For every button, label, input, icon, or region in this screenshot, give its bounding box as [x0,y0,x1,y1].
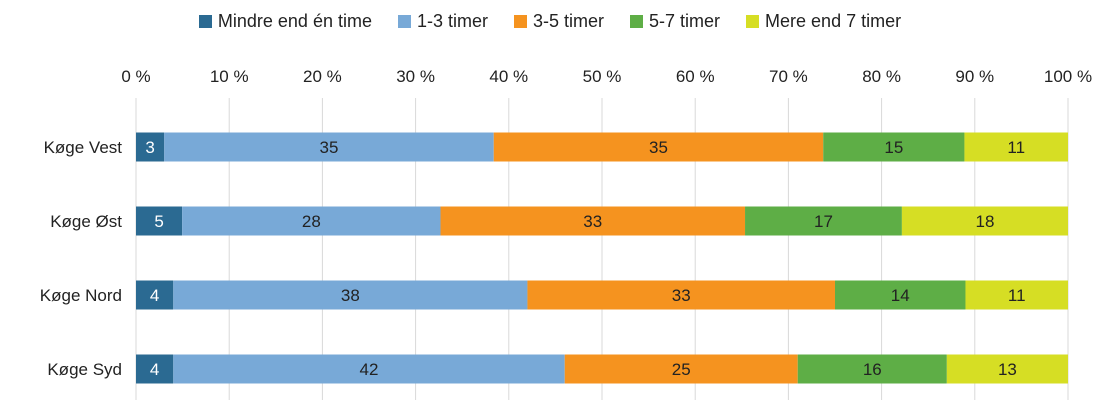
bar-segment [173,280,528,310]
data-label: 33 [672,286,691,305]
bar-segment [136,132,165,162]
legend-label: 3-5 timer [533,11,605,31]
data-label: 35 [649,138,668,157]
bar-segment [564,354,798,384]
chart-legend: Mindre end én time 1-3 timer 3-5 timer 5… [0,11,1100,32]
data-label: 14 [891,286,910,305]
data-label: 42 [360,360,379,379]
category-label: Køge Syd [47,360,122,379]
category-label: Køge Nord [40,286,122,305]
x-tick-label: 100 % [1044,67,1092,86]
data-label: 11 [1007,138,1025,157]
legend-label: Mere end 7 timer [765,11,902,31]
bar-segment [493,132,824,162]
x-tick-label: 50 % [583,67,622,86]
data-label: 13 [998,360,1017,379]
legend-item-series-3: 5-7 timer [630,11,720,32]
legend-swatch [198,15,212,28]
x-tick-label: 40 % [489,67,528,86]
legend-item-series-1: 1-3 timer [397,11,488,32]
bar-segment [835,280,966,310]
bar-segment [965,280,1068,310]
bar-segment [136,354,174,384]
bar-segment [823,132,965,162]
data-label: 35 [320,138,339,157]
data-label: 16 [863,360,882,379]
bar-segment [527,280,835,310]
x-tick-label: 90 % [955,67,994,86]
data-label: 5 [154,212,163,231]
data-label: 15 [884,138,903,157]
bar-segment [745,206,902,236]
data-label: 28 [302,212,321,231]
data-label: 4 [150,286,159,305]
data-label: 33 [583,212,602,231]
data-label: 17 [814,212,833,231]
data-label: 4 [150,360,159,379]
bar-segment [182,206,441,236]
bar-segment [136,280,174,310]
category-label: Køge Vest [44,138,123,157]
data-label: 3 [145,138,154,157]
x-tick-label: 70 % [769,67,808,86]
bar-segment [964,132,1068,162]
x-tick-label: 80 % [862,67,901,86]
data-label: 18 [975,212,994,231]
legend-label: 5-7 timer [649,11,721,31]
legend-swatch [630,15,644,28]
legend-item-series-0: Mindre end én time [198,11,372,32]
bar-segment [946,354,1068,384]
bar-segment [440,206,746,236]
legend-label: 1-3 timer [416,11,488,31]
data-label: 25 [672,360,691,379]
bar-segment [173,354,565,384]
category-label: Køge Øst [50,212,122,231]
data-label: 11 [1008,286,1026,305]
legend-item-series-4: Mere end 7 timer [746,11,901,32]
legend-swatch [514,15,527,28]
legend-label: Mindre end én time [217,11,372,31]
bar-segment [901,206,1068,236]
x-tick-label: 20 % [303,67,342,86]
bar-segment [164,132,494,162]
legend-item-series-2: 3-5 timer [514,11,604,32]
x-tick-label: 30 % [396,67,435,86]
x-tick-label: 60 % [676,67,715,86]
bar-segment [797,354,947,384]
x-tick-label: 0 % [121,67,150,86]
bar-segment [136,206,183,236]
legend-swatch [746,15,760,28]
x-tick-label: 10 % [210,67,249,86]
legend-swatch [397,15,411,28]
data-label: 38 [341,286,360,305]
